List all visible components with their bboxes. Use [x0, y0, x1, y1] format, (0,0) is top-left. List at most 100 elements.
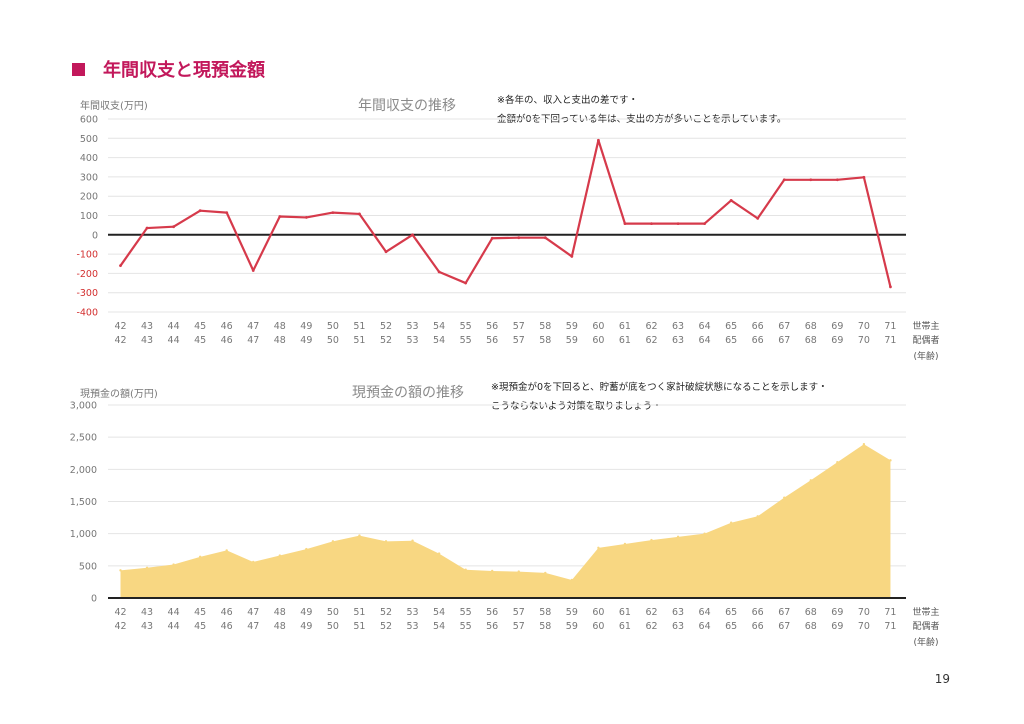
chart1-xtick-secondary: 69 [831, 335, 843, 346]
chart1-data-point [809, 178, 813, 182]
chart1-xtick-primary: 52 [380, 321, 392, 332]
chart1-xtick-secondary: 60 [592, 335, 604, 346]
chart1-data-point [145, 226, 149, 230]
chart2-xtick-primary: 61 [619, 607, 631, 618]
section-title-text: 年間収支と現預金額 [103, 60, 265, 81]
chart1-xtick-secondary: 63 [672, 335, 684, 346]
chart1-data-point [756, 216, 760, 220]
chart1-xtick-primary: 67 [778, 321, 790, 332]
chart2-xtick-primary: 63 [672, 607, 684, 618]
chart1-xtick-primary: 70 [858, 321, 870, 332]
chart2-data-point [305, 547, 308, 551]
chart2-xtick-primary: 42 [114, 607, 126, 618]
chart2-xtick-secondary: 68 [805, 621, 817, 632]
chart1-data-point [437, 270, 441, 274]
chart2-data-point [145, 566, 149, 569]
chart1-data-point [570, 255, 574, 258]
chart1-data-point [411, 233, 414, 237]
chart2-xtick-secondary: 52 [380, 621, 392, 632]
chart1-data-point [650, 222, 653, 226]
chart1-xtick-primary: 64 [699, 321, 711, 332]
chart1-row-label-spouse: 配偶者 [912, 334, 939, 346]
chart2-xtick-primary: 65 [725, 607, 737, 618]
chart2-xtick-secondary: 58 [539, 621, 551, 632]
chart2-data-point [358, 534, 361, 537]
chart1-note-1: ※各年の、収入と支出の差です・ [497, 95, 638, 106]
chart1-xtick-primary: 51 [353, 321, 365, 332]
chart1-xtick-primary: 58 [539, 321, 551, 332]
chart2-data-point [703, 532, 706, 535]
chart2-xtick-secondary: 53 [407, 621, 419, 632]
chart1-data-point [703, 222, 706, 226]
chart1-data-point [198, 209, 202, 213]
chart2-xtick-secondary: 63 [672, 621, 684, 632]
chart2-xtick-primary: 47 [247, 607, 259, 618]
chart1-ytick-label: 200 [80, 192, 98, 203]
chart2-xtick-primary: 60 [592, 607, 604, 618]
chart1-xtick-primary: 59 [566, 321, 578, 332]
chart2-xtick-secondary: 50 [327, 621, 339, 632]
chart1-xtick-secondary: 66 [752, 335, 764, 346]
chart2-row-label-householder: 世帯主 [912, 606, 939, 618]
chart1-xtick-primary: 57 [513, 321, 525, 332]
chart1-series-line [119, 139, 892, 288]
chart1-data-point [490, 236, 494, 240]
chart1-xtick-primary: 45 [194, 321, 206, 332]
chart1-xtick-primary: 69 [831, 321, 843, 332]
chart1-xtick-secondary: 65 [725, 335, 737, 346]
chart2-xtick-primary: 43 [141, 607, 153, 618]
chart2-xtick-secondary: 51 [353, 621, 365, 632]
chart1-xtick-secondary: 67 [778, 335, 790, 346]
title-square-icon [72, 62, 85, 76]
chart1-ytick-label: 500 [80, 134, 98, 145]
chart1-xtick-secondary: 55 [460, 335, 472, 346]
chart2-data-point [862, 443, 866, 446]
chart2-xtick-secondary: 43 [141, 621, 153, 632]
chart2-xtick-secondary: 42 [114, 621, 126, 632]
chart2-data-point [676, 535, 680, 539]
chart1-data-point [384, 250, 388, 254]
chart1-data-point [676, 222, 680, 226]
chart1-row-label-householder: 世帯主 [912, 320, 939, 332]
chart1-xtick-secondary: 61 [619, 335, 631, 346]
chart1-xtick-primary: 56 [486, 321, 498, 332]
chart2-xtick-secondary: 54 [433, 621, 445, 632]
chart1-xtick-primary: 42 [114, 321, 126, 332]
chart2-data-point [544, 571, 547, 575]
chart2-xtick-primary: 71 [884, 607, 896, 618]
chart2-xtick-primary: 52 [380, 607, 392, 618]
chart2-xtick-primary: 51 [353, 607, 365, 618]
chart1-xtick-primary: 60 [592, 321, 604, 332]
chart2-xtick-secondary: 55 [460, 621, 472, 632]
chart1-data-point [358, 212, 361, 216]
chart2-data-point [623, 542, 627, 546]
chart2-xtick-primary: 54 [433, 607, 445, 618]
chart1-xtick-primary: 71 [884, 321, 896, 332]
chart1-xtick-primary: 48 [274, 321, 286, 332]
chart1-ytick-label: 400 [80, 153, 98, 164]
chart1-xtick-primary: 68 [805, 321, 817, 332]
chart1-data-point [782, 178, 786, 182]
chart1-xtick-primary: 49 [300, 321, 312, 332]
chart2-ytick-label: 1,500 [70, 497, 97, 508]
chart1-data-point [543, 236, 547, 240]
chart1-data-point [889, 285, 892, 289]
chart1-ytick-label: -200 [76, 269, 98, 280]
chart2-ytick-label: 1,000 [70, 529, 97, 540]
chart1-xtick-secondary: 53 [407, 335, 419, 346]
chart2-xtick-secondary: 45 [194, 621, 206, 632]
chart2-xtick-secondary: 70 [858, 621, 870, 632]
chart2-data-point [889, 459, 892, 462]
chart1-title: 年間収支の推移 [358, 98, 456, 114]
chart1-data-point [729, 199, 733, 202]
chart2-data-point [198, 555, 202, 559]
chart1-data-point [597, 138, 600, 142]
chart2-ytick-label: 2,500 [70, 433, 97, 444]
chart2-xtick-primary: 48 [274, 607, 286, 618]
chart1-xtick-secondary: 64 [699, 335, 711, 346]
chart2-xtick-primary: 44 [168, 607, 180, 618]
chart2-ytick-label: 0 [91, 594, 97, 605]
chart1-ytick-label: 0 [92, 230, 98, 241]
chart1-xtick-secondary: 58 [539, 335, 551, 346]
